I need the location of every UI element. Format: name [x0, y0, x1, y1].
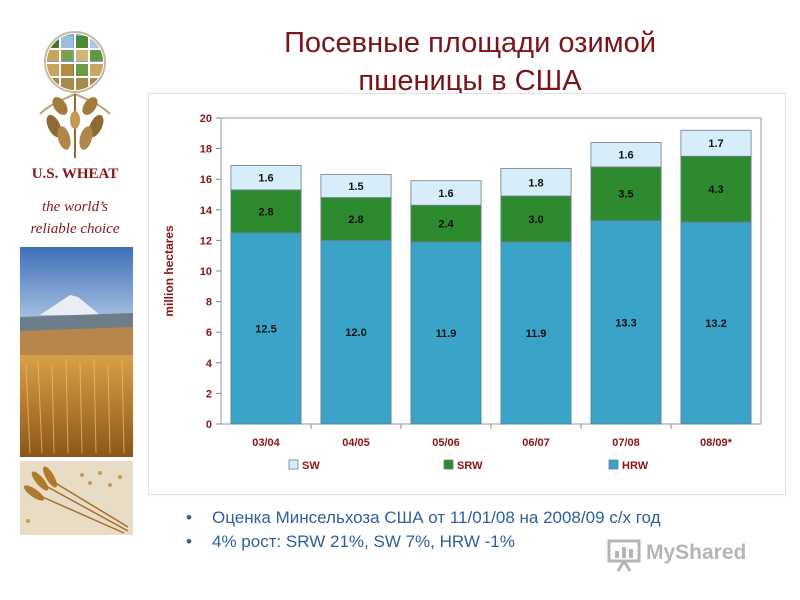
y-tick-label: 18: [200, 144, 212, 156]
y-tick-label: 16: [200, 174, 212, 186]
y-tick-label: 8: [206, 297, 212, 309]
bar-segment-srw: [680, 155, 752, 223]
data-label: 11.9: [526, 328, 547, 340]
chart-frame: 0 2 4 6 8 10 12 14 16 18 20 million hectares 12.5 2.8…: [148, 93, 786, 495]
data-label: 1.8: [528, 177, 543, 189]
legend-label-hrw: HRW: [622, 460, 649, 472]
legend-label-sw: SW: [302, 460, 320, 472]
y-tick-label: 0: [206, 419, 212, 431]
bar-segment-hrw: [680, 221, 752, 425]
tagline: the world’s reliable choice: [8, 196, 142, 240]
y-tick-label: 4: [206, 358, 213, 370]
us-wheat-logo: [39, 31, 111, 158]
data-label: 12.5: [255, 323, 276, 335]
bullet-text: 4% рост: SRW 21%, SW 7%, HRW -1%: [212, 532, 515, 551]
x-tick-label: 08/09*: [700, 437, 733, 449]
wheat-bundle-photo: [20, 461, 133, 535]
bar-segment-sw: [590, 142, 662, 168]
tagline-line-1: the world’s: [42, 199, 108, 215]
legend-swatch-hrw: [608, 459, 619, 470]
data-label: 4.3: [708, 184, 723, 196]
bar-segment-sw: [680, 129, 752, 157]
slide-title-line-1: Посевные площади озимой: [284, 27, 656, 59]
mountain-wheat-field-photo: [20, 247, 133, 457]
data-label: 11.9: [436, 328, 457, 340]
bar-segment-hrw: [230, 232, 302, 425]
data-label: 1.6: [438, 188, 453, 200]
slide-title-line-2: пшеницы в США: [358, 65, 582, 97]
bar-segment-hrw: [500, 241, 572, 425]
data-label: 2.4: [438, 219, 454, 231]
bullet-marker: •: [186, 532, 192, 551]
data-label: 13.3: [615, 317, 636, 329]
bullet-item: • Оценка Минсельхоза США от 11/01/08 на …: [186, 506, 786, 530]
bullet-marker: •: [186, 508, 192, 527]
bar-segment-srw: [590, 166, 662, 221]
legend-swatch-sw: [288, 459, 299, 470]
bar-segment-sw: [230, 165, 302, 191]
sidebar: U.S. WHEAT the world’s reliable choice: [0, 0, 150, 600]
data-label: 3.0: [528, 214, 543, 226]
y-axis-label: million hectares: [162, 225, 176, 317]
x-tick-label: 06/07: [522, 437, 550, 449]
y-tick-label: 2: [206, 388, 212, 400]
tagline-line-2: reliable choice: [30, 221, 120, 237]
legend-swatch-srw: [443, 459, 454, 470]
bar-segment-sw: [500, 168, 572, 197]
bar-segment-srw: [410, 204, 482, 243]
x-tick-label: 03/04: [252, 437, 280, 449]
bar-segment-sw: [320, 174, 392, 198]
watermark-text: MyShared: [646, 541, 747, 564]
y-tick-label: 12: [200, 235, 212, 247]
bullet-item: • 4% рост: SRW 21%, SW 7%, HRW -1%: [186, 530, 786, 554]
data-label: 3.5: [618, 189, 633, 201]
bar-segment-srw: [230, 189, 302, 234]
bar-segment-sw: [410, 180, 482, 206]
data-label: 2.8: [258, 206, 273, 218]
bar-segment-hrw: [410, 241, 482, 425]
x-tick-label: 07/08: [612, 437, 640, 449]
data-label: 1.5: [348, 181, 363, 193]
legend-label-srw: SRW: [457, 460, 483, 472]
x-tick-label: 04/05: [342, 437, 370, 449]
stacked-bar-chart: 0 2 4 6 8 10 12 14 16 18 20 million hectares 12.5 2.8…: [162, 113, 762, 472]
brand-name: U.S. WHEAT: [31, 166, 119, 182]
bullet-text: Оценка Минсельхоза США от 11/01/08 на 20…: [212, 508, 661, 527]
data-label: 1.6: [618, 150, 633, 162]
y-tick-label: 10: [200, 266, 212, 278]
presentation-screen-icon: [607, 539, 641, 572]
data-label: 13.2: [705, 318, 726, 330]
plot-area: [220, 117, 762, 425]
y-tick-label: 14: [200, 205, 213, 217]
data-label: 1.7: [708, 138, 723, 150]
y-tick-label: 20: [200, 113, 212, 125]
bullet-list: • Оценка Минсельхоза США от 11/01/08 на …: [186, 506, 786, 554]
bar-segment-srw: [320, 197, 392, 241]
y-tick-label: 6: [206, 327, 212, 339]
slide-title: Посевные площади озимой пшеницы в США: [160, 24, 780, 100]
x-tick-label: 05/06: [432, 437, 460, 449]
data-label: 2.8: [348, 214, 363, 226]
data-label: 12.0: [345, 327, 366, 339]
watermark: MyShared: [606, 535, 776, 575]
bar-segment-hrw: [320, 239, 392, 425]
data-label: 1.6: [258, 173, 273, 185]
